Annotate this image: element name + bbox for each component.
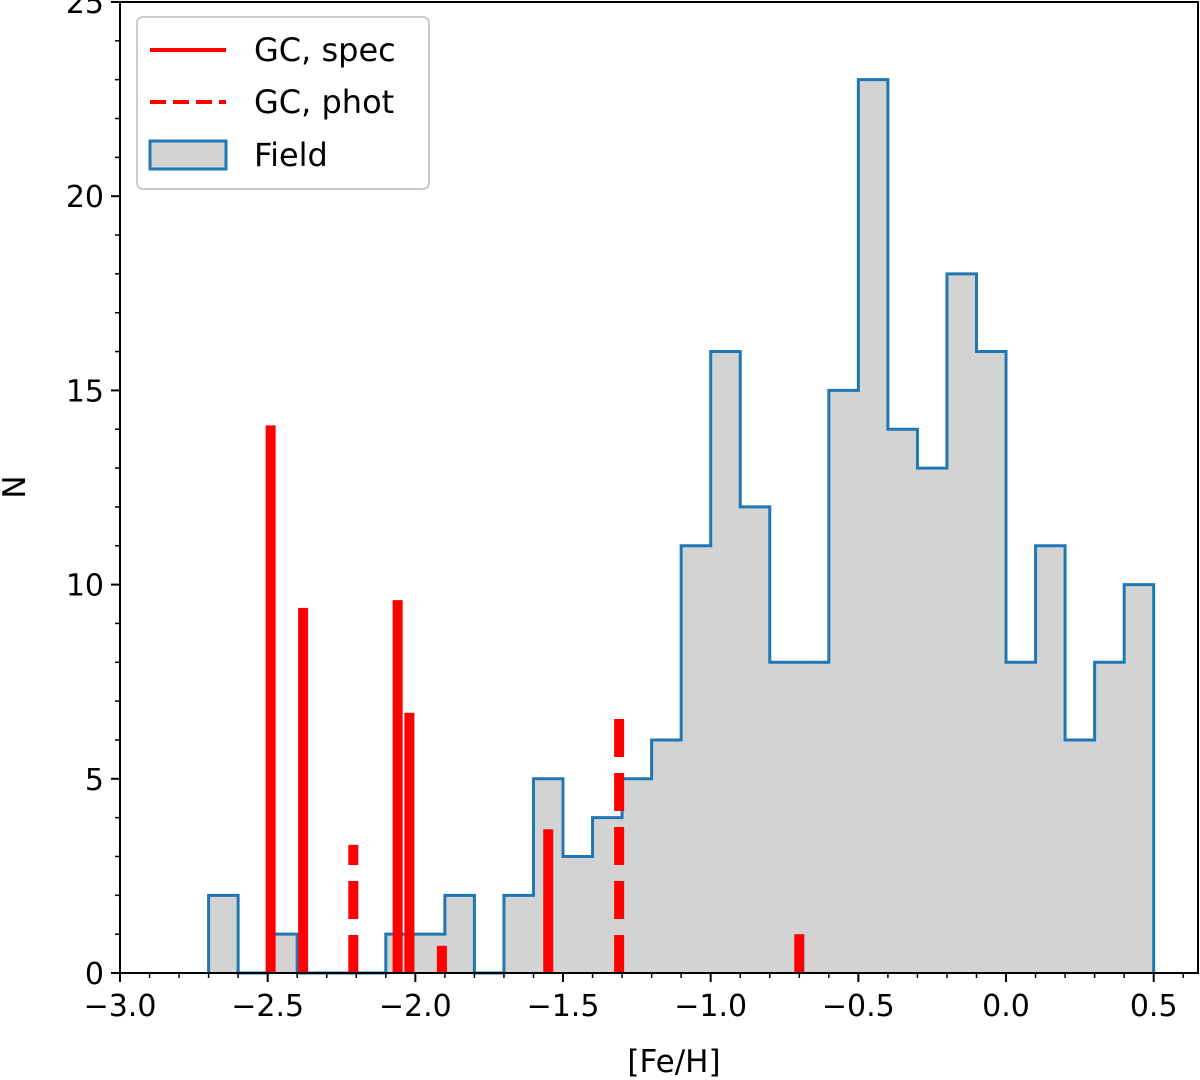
gc-spec-bar: [265, 425, 276, 974]
x-tick-label: 0.0: [982, 989, 1030, 1024]
x-tick-label: −1.0: [674, 989, 747, 1024]
gc-spec-bar: [794, 934, 805, 973]
gc-spec-bar: [404, 712, 415, 973]
gc-spec-bar: [298, 607, 309, 973]
y-tick-label: 20: [66, 180, 104, 215]
gc-spec-bar: [392, 600, 403, 973]
x-tick-label: −2.0: [379, 989, 452, 1024]
legend-field-swatch: [148, 139, 228, 171]
x-tick-label: −3.0: [84, 989, 157, 1024]
y-tick-label: 25: [66, 0, 104, 21]
field-histogram-layer: [207, 78, 1156, 975]
y-tick-label: 15: [66, 374, 104, 409]
x-tick-label: −2.5: [231, 989, 304, 1024]
legend: GC, spec GC, phot Field: [136, 16, 430, 190]
field-histogram-fill: [208, 79, 1154, 974]
x-tick-label: −1.5: [527, 989, 600, 1024]
legend-entry-label: GC, phot: [254, 83, 394, 121]
legend-entry-label: GC, spec: [254, 31, 396, 69]
y-axis-label: N: [0, 475, 33, 498]
x-tick-label: −0.5: [822, 989, 895, 1024]
y-tick-label: 10: [66, 569, 104, 604]
plot-frame: [119, 1, 1199, 974]
legend-entry-label: Field: [254, 136, 328, 174]
x-axis-label: [Fe/H]: [627, 1044, 720, 1080]
y-tick-label: 0: [85, 957, 104, 992]
gc-bars-layer: [265, 425, 805, 974]
gc-spec-bar: [543, 829, 554, 973]
field-histogram-outline: [207, 78, 1156, 975]
gc-spec-bar: [436, 945, 447, 973]
x-tick-label: 0.5: [1130, 989, 1178, 1024]
y-tick-label: 5: [85, 763, 104, 798]
